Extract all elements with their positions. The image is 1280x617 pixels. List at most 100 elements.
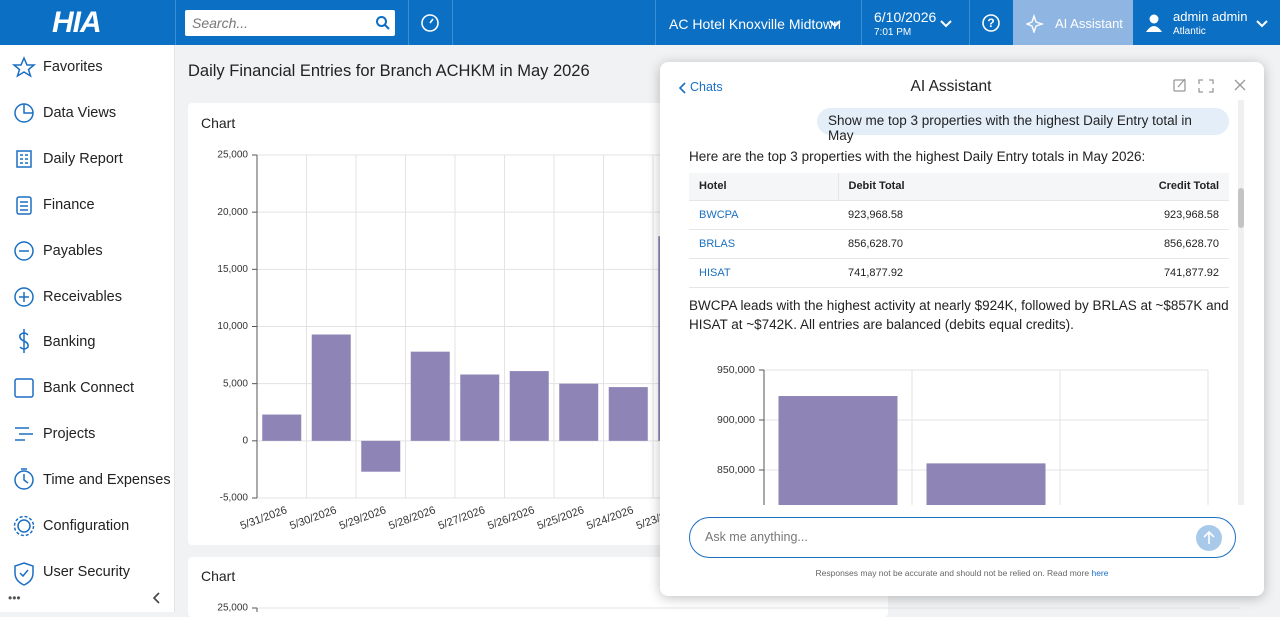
user-message: Show me top 3 properties with the highes…: [817, 108, 1229, 143]
x-tick-label: 5/24/2026: [585, 504, 635, 532]
sidebar-item[interactable]: Data Views: [43, 104, 117, 121]
table-cell: 741,877.92: [838, 258, 1028, 288]
sidebar-item[interactable]: Payables: [43, 242, 103, 259]
bar: [410, 351, 450, 441]
x-tick-label: 5/25/2026: [536, 504, 586, 532]
table-cell[interactable]: BWCPA: [689, 200, 838, 230]
y-tick-label: 25,000: [217, 603, 248, 612]
y-tick-label: 20,000: [217, 207, 248, 218]
chat-input[interactable]: Ask me anything...: [689, 517, 1236, 558]
sidebar-item[interactable]: Time and Expenses: [43, 472, 171, 489]
time: 7:01 PM: [874, 27, 912, 38]
help-icon[interactable]: ?: [981, 13, 1001, 33]
x-tick-label: 5/26/2026: [486, 504, 536, 532]
ai-panel: Chats AI Assistant Show me top 3 propert…: [660, 62, 1264, 596]
y-tick-label: 10,000: [217, 321, 248, 332]
table-cell: 741,877.92: [1028, 258, 1229, 288]
conversation: Show me top 3 properties with the highes…: [660, 100, 1264, 505]
bar: [311, 334, 351, 441]
chevron: [829, 20, 841, 28]
table-row: HISAT 741,877.92 741,877.92: [689, 258, 1229, 288]
date[interactable]: 6/10/2026: [874, 9, 937, 25]
y-tick-label: 25,000: [217, 150, 248, 161]
sidebar-item[interactable]: Favorites: [43, 59, 103, 75]
summary-text: BWCPA leads with the highest activity at…: [689, 298, 1229, 332]
bar: [608, 387, 648, 441]
back-icon: [678, 82, 686, 94]
x-tick-label: 5/31/2026: [239, 504, 289, 532]
hotel-selector[interactable]: AC Hotel Knoxville Midtown: [669, 16, 841, 32]
table-row: BWCPA 923,968.58 923,968.58: [689, 200, 1229, 230]
table-header: Debit Total: [837, 173, 1028, 201]
table-cell: 856,628.70: [838, 229, 1028, 259]
table-cell[interactable]: BRLAS: [689, 229, 838, 259]
table-cell: 923,968.58: [1028, 200, 1229, 230]
x-tick-label: 5/30/2026: [288, 504, 338, 532]
sidebar-item[interactable]: Bank Connect: [43, 380, 135, 397]
y-tick-label: 900,000: [717, 414, 755, 426]
y-tick-label: -5,000: [220, 493, 249, 504]
search-box[interactable]: Search...: [185, 10, 395, 36]
results-table: Hotel Debit Total Credit Total BWCPA 923,968…: [689, 173, 1229, 288]
ai-button[interactable]: AI Assistant: [1013, 0, 1133, 45]
sidebar-item[interactable]: Daily Report: [43, 150, 123, 167]
disclaimer-link[interactable]: here: [1091, 568, 1109, 578]
bar: [509, 371, 549, 441]
sidebar-item[interactable]: Receivables: [43, 288, 122, 305]
disclaimer: Responses may not be accurate and should…: [660, 568, 1264, 578]
bar: [361, 440, 401, 472]
x-tick-label: 5/29/2026: [338, 504, 388, 532]
table-cell[interactable]: HISAT: [689, 258, 838, 288]
scrollbar[interactable]: [1238, 100, 1244, 505]
user-name[interactable]: admin admin: [1173, 9, 1248, 24]
sidebar-item[interactable]: Configuration: [43, 518, 130, 534]
bar: [460, 374, 500, 441]
logo[interactable]: HIA: [52, 6, 102, 39]
panel-icons[interactable]: [1172, 77, 1256, 95]
sidebar-item[interactable]: Banking: [43, 334, 96, 351]
table-header: Hotel: [689, 173, 838, 201]
sidebar-item[interactable]: Projects: [43, 426, 96, 443]
user-region: Atlantic: [1173, 26, 1206, 37]
x-tick-label: 5/27/2026: [437, 504, 487, 532]
y-tick-label: 850,000: [717, 464, 755, 476]
y-tick-label: 950,000: [717, 364, 755, 376]
scrollbar-thumb[interactable]: [1238, 188, 1244, 228]
intro-text: Here are the top 3 properties with the h…: [689, 149, 1146, 164]
assistant-chart: 850,000 900,000 950,000: [717, 364, 1209, 505]
sidebar-item[interactable]: User Security: [43, 563, 131, 580]
chart-title: Chart: [201, 115, 236, 131]
bar: [778, 396, 898, 505]
collapse-icon[interactable]: [150, 591, 162, 605]
panel-title: AI Assistant: [910, 78, 992, 95]
x-tick-label: 5/28/2026: [387, 504, 437, 532]
send-button[interactable]: [1196, 525, 1222, 551]
refresh-icon[interactable]: [420, 13, 440, 33]
chevron: [1256, 20, 1268, 28]
table-header-row: Hotel Debit Total Credit Total: [689, 173, 1229, 201]
sidebar-icons: [11, 56, 37, 586]
back-link[interactable]: Chats: [690, 80, 723, 94]
input-placeholder: Ask me anything...: [705, 530, 808, 544]
ai-button-label: AI Assistant: [1055, 16, 1123, 31]
sidebar-item[interactable]: Finance: [43, 196, 95, 213]
svg-text:?: ?: [987, 16, 994, 30]
disclaimer-text: Responses may not be accurate and should…: [815, 568, 1090, 578]
bar: [926, 463, 1046, 505]
table-cell: 856,628.70: [1028, 229, 1229, 259]
y-tick-label: 15,000: [217, 264, 248, 275]
bar: [262, 414, 302, 441]
search-icon: [376, 16, 390, 30]
table-row: BRLAS 856,628.70 856,628.70: [689, 229, 1229, 259]
table-header: Credit Total: [1028, 173, 1229, 201]
page-title: Daily Financial Entries for Branch ACHKM…: [188, 62, 590, 80]
user-icon: [1146, 14, 1162, 32]
y-tick-label: 0: [242, 435, 248, 446]
top-bar: HIA Search... AC Hotel Knoxville Midtown…: [0, 0, 1280, 45]
bar: [559, 383, 599, 441]
y-tick-label: 5,000: [223, 378, 248, 389]
chart-title: Chart: [201, 568, 236, 584]
table-cell: 923,968.58: [838, 200, 1028, 230]
more-dots[interactable]: •••: [8, 591, 21, 605]
